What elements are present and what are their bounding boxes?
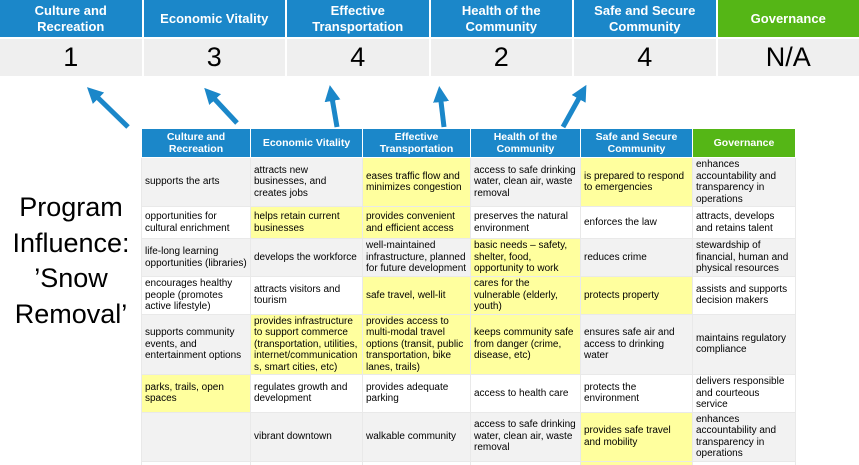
matrix-cell-highlighted: safe travel, well-lit <box>362 276 471 315</box>
program-label-line: Removal’ <box>14 298 128 329</box>
summary-score-safe-and-secure-community: 4 <box>574 39 716 76</box>
arrow-economic-vitality <box>204 87 239 125</box>
matrix-cell: attracts, develops and retains talent <box>692 206 796 240</box>
matrix-row: supports the arts attracts new businesses… <box>141 157 796 208</box>
arrow-safe-and-secure-community <box>560 84 587 129</box>
matrix-cell: opportunities for cultural enrichment <box>141 206 251 240</box>
matrix-cell: ensures safe air and access to drinking … <box>580 313 693 376</box>
matrix-cell <box>141 460 251 465</box>
summary-score-effective-transportation: 4 <box>287 39 429 76</box>
matrix-cell: regulates growth and development <box>250 374 363 413</box>
matrix-row: supports community events, and entertain… <box>141 313 796 376</box>
matrix-row: life-long learning opportunities (librar… <box>141 238 796 278</box>
matrix-cell: maintains regulatory compliance <box>692 313 796 376</box>
matrix-body: supports the arts attracts new businesses… <box>141 157 796 465</box>
matrix-cell-highlighted: parks, trails, open spaces <box>141 374 251 413</box>
summary-header-economic-vitality: Economic Vitality <box>143 0 285 37</box>
program-label-line: ’Snow <box>34 263 108 294</box>
matrix-cell: access to health care <box>470 374 581 413</box>
matrix-cell-highlighted: helps retain current businesses <box>250 206 363 240</box>
arrow-effective-transportation <box>324 85 341 128</box>
matrix-cell: reduces crime <box>580 238 693 278</box>
matrix-cell <box>692 460 796 465</box>
summary-score-governance: N/A <box>717 39 859 76</box>
matrix-cell: enhances accountability and transparency… <box>692 157 796 208</box>
summary-column-safe-and-secure-community: Safe and Secure Community 4 <box>574 0 716 76</box>
matrix-cell <box>470 460 581 465</box>
influence-matrix: Culture and Recreation Economic Vitality E… <box>141 127 796 465</box>
matrix-cell: attracts new businesses, and creates job… <box>250 157 363 208</box>
matrix-row: parks, trails, open spaces regulates grow… <box>141 374 796 413</box>
matrix-cell: access to safe drinking water, clean air… <box>470 157 581 208</box>
summary-header-health-of-the-community: Health of the Community <box>430 0 572 37</box>
matrix-cell-highlighted: cares for the vulnerable (elderly, youth… <box>470 276 581 315</box>
matrix-cell: enforces the law <box>580 206 693 240</box>
matrix-header-culture-and-recreation: Culture and Recreation <box>141 127 251 159</box>
summary-column-governance: Governance N/A <box>717 0 859 76</box>
summary-score-economic-vitality: 3 <box>143 39 285 76</box>
matrix-row: vibrant downtown walkable community access… <box>141 411 796 462</box>
matrix-cell: enhances accountability and transparency… <box>692 411 796 462</box>
matrix-cell: well-maintained infrastructure, planned … <box>362 238 471 278</box>
matrix-cell: supports community events, and entertain… <box>141 313 251 376</box>
summary-header-safe-and-secure-community: Safe and Secure Community <box>574 0 716 37</box>
summary-column-health-of-the-community: Health of the Community 2 <box>430 0 572 76</box>
matrix-cell: delivers responsible and courteous servi… <box>692 374 796 413</box>
summary-score-health-of-the-community: 2 <box>430 39 572 76</box>
summary-header-culture-and-recreation: Culture and Recreation <box>0 0 142 37</box>
matrix-cell <box>141 411 251 462</box>
summary-column-economic-vitality: Economic Vitality 3 <box>143 0 285 76</box>
matrix-header-effective-transportation: Effective Transportation <box>362 127 471 159</box>
matrix-header-health-of-the-community: Health of the Community <box>470 127 581 159</box>
matrix-cell: protects the environment <box>580 374 693 413</box>
matrix-head: Culture and Recreation Economic Vitality E… <box>141 127 796 159</box>
matrix-row: opportunities for cultural enrichment hel… <box>141 206 796 240</box>
matrix-cell-highlighted: provides convenient and efficient access <box>362 206 471 240</box>
program-influence-label: Program Influence: ’Snow Removal’ <box>0 190 142 333</box>
matrix-cell-highlighted: protects property <box>580 276 693 315</box>
summary-header-governance: Governance <box>717 0 859 37</box>
matrix-cell: access to safe drinking water, clean air… <box>470 411 581 462</box>
program-label-line: Influence: <box>12 227 130 258</box>
matrix-cell: life-long learning opportunities (librar… <box>141 238 251 278</box>
matrix-cell: attracts visitors and tourism <box>250 276 363 315</box>
arrow-culture-and-recreation <box>86 87 130 129</box>
matrix-cell: supports the arts <box>141 157 251 208</box>
matrix-header-safe-and-secure-community: Safe and Secure Community <box>580 127 693 159</box>
matrix-cell-highlighted: provides safe travel and mobility <box>580 411 693 462</box>
summary-header-effective-transportation: Effective Transportation <box>287 0 429 37</box>
arrow-health-of-the-community <box>433 86 449 128</box>
summary-column-effective-transportation: Effective Transportation 4 <box>287 0 429 76</box>
matrix-cell-highlighted: eases traffic flow and minimizes congest… <box>362 157 471 208</box>
matrix-cell: assists and supports decision makers <box>692 276 796 315</box>
matrix-cell-highlighted: basic needs – safety, shelter, food, opp… <box>470 238 581 278</box>
matrix-cell: encourages healthy people (promotes acti… <box>141 276 251 315</box>
matrix-cell: provides adequate parking <box>362 374 471 413</box>
summary-column-culture-and-recreation: Culture and Recreation 1 <box>0 0 142 76</box>
matrix-cell-highlighted: looks after it's most vulnerable <box>580 460 693 465</box>
matrix-cell-highlighted: provides infrastructure to support comme… <box>250 313 363 376</box>
summary-band: Culture and Recreation 1 Economic Vitali… <box>0 0 859 76</box>
matrix-cell: develops the workforce <box>250 238 363 278</box>
matrix-cell-highlighted: keeps community safe from danger (crime,… <box>470 313 581 376</box>
matrix-cell: stewardship of financial, human and phys… <box>692 238 796 278</box>
matrix-cell: vibrant downtown <box>250 411 363 462</box>
matrix-header-governance: Governance <box>692 127 796 159</box>
matrix-row: encourages healthy people (promotes acti… <box>141 276 796 315</box>
matrix-cell-highlighted: is prepared to respond to emergencies <box>580 157 693 208</box>
summary-score-culture-and-recreation: 1 <box>0 39 142 76</box>
matrix-cell-highlighted: provides access to multi-modal travel op… <box>362 313 471 376</box>
program-label-line: Program <box>19 192 123 222</box>
matrix-header-economic-vitality: Economic Vitality <box>250 127 363 159</box>
matrix-cell <box>250 460 363 465</box>
matrix-row: looks after it's most vulnerable <box>141 460 796 465</box>
matrix-cell <box>362 460 471 465</box>
matrix-cell: preserves the natural environment <box>470 206 581 240</box>
matrix-cell: walkable community <box>362 411 471 462</box>
